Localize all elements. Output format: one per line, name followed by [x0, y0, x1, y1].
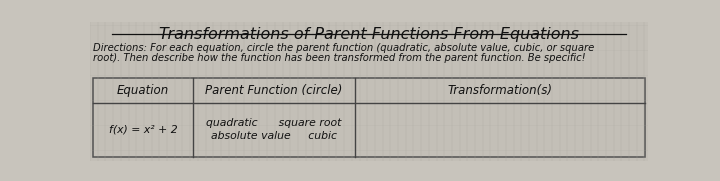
Text: quadratic      square root: quadratic square root [207, 118, 342, 129]
Bar [93, 78, 645, 157]
Text: Parent Function (circle): Parent Function (circle) [205, 84, 343, 97]
Text: f(x) = x² + 2: f(x) = x² + 2 [109, 125, 177, 135]
Text: Transformation(s): Transformation(s) [448, 84, 553, 97]
Text: Equation: Equation [117, 84, 169, 97]
Text: root). Then describe how the function has been transformed from the parent funct: root). Then describe how the function ha… [93, 53, 585, 63]
Text: Transformations of Parent Functions From Equations: Transformations of Parent Functions From… [159, 27, 579, 42]
Text: absolute value     cubic: absolute value cubic [211, 131, 337, 141]
Text: Directions: For each equation, circle the parent function (quadratic, absolute v: Directions: For each equation, circle th… [93, 43, 594, 53]
